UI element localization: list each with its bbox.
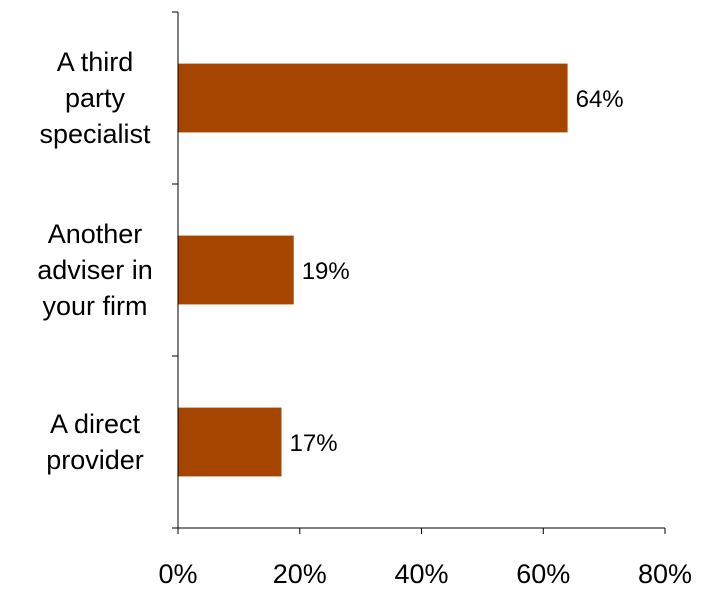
bar-1 [178, 63, 568, 133]
axes-group [172, 11, 666, 534]
data-label-3: 17% [290, 430, 338, 457]
category-label-1-line-2: party [65, 83, 126, 113]
category-label-3-line-1: A direct [50, 409, 141, 439]
category-label-2-line-1: Another [48, 219, 143, 249]
category-label-2: Another adviser in your firm [37, 219, 153, 321]
x-tick-label-0: 0% [158, 559, 197, 587]
bar-3 [178, 407, 282, 477]
labels-group: 64% A third party specialist 19% Another advis… [37, 47, 692, 589]
data-label-2: 19% [302, 258, 350, 285]
category-label-3-line-2: provider [46, 445, 144, 475]
category-label-1-line-1: A third [57, 47, 134, 77]
category-label-1-line-3: specialist [39, 119, 151, 149]
category-label-3: A direct provider [46, 409, 144, 475]
bars-group [178, 63, 568, 477]
category-label-2-line-2: adviser in [37, 255, 153, 285]
x-tick-label-3: 60% [516, 559, 570, 587]
x-tick-label-2: 40% [394, 559, 448, 587]
x-tick-label-1: 20% [273, 559, 327, 587]
bar-2 [178, 235, 294, 305]
data-label-1: 64% [576, 86, 624, 113]
category-label-2-line-3: your firm [42, 291, 147, 321]
category-label-1: A third party specialist [39, 47, 151, 149]
x-tick-label-4: 80% [638, 559, 692, 587]
